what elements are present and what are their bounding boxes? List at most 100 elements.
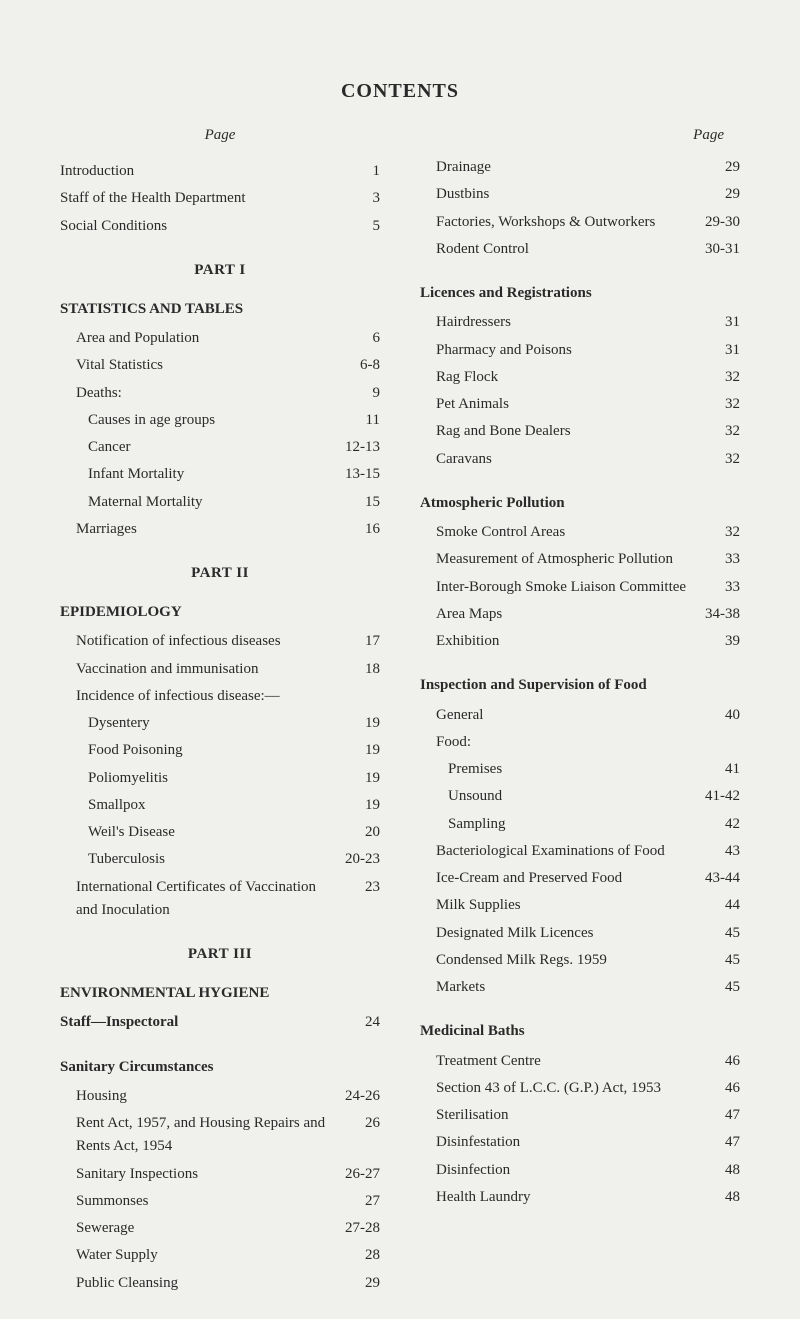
toc-label: Ice-Cream and Preserved Food bbox=[420, 867, 699, 890]
toc-page: 18 bbox=[340, 658, 380, 681]
toc-row: Factories, Workshops & Outworkers29-30 bbox=[420, 209, 740, 236]
toc-label: Smallpox bbox=[60, 794, 340, 817]
toc-label: Dysentery bbox=[60, 712, 340, 735]
toc-label: Housing bbox=[60, 1085, 339, 1108]
toc-row: Designated Milk Licences45 bbox=[420, 920, 740, 947]
toc-row: Smoke Control Areas32 bbox=[420, 519, 740, 546]
toc-label: Rag and Bone Dealers bbox=[420, 420, 700, 443]
toc-page: 33 bbox=[700, 548, 740, 571]
toc-page: 20 bbox=[340, 821, 380, 844]
toc-label: Area and Population bbox=[60, 327, 340, 350]
inspection-heading: Inspection and Supervision of Food bbox=[420, 675, 740, 695]
toc-row: Exhibition39 bbox=[420, 628, 740, 655]
toc-row: Food Poisoning19 bbox=[60, 737, 380, 764]
toc-label: Factories, Workshops & Outworkers bbox=[420, 211, 699, 234]
toc-label: Caravans bbox=[420, 448, 700, 471]
toc-label: Weil's Disease bbox=[60, 821, 340, 844]
toc-page: 41 bbox=[700, 758, 740, 781]
toc-label: Food: bbox=[420, 731, 740, 754]
atmos-heading: Atmospheric Pollution bbox=[420, 493, 740, 513]
atmos-rows: Smoke Control Areas32Measurement of Atmo… bbox=[420, 519, 740, 655]
toc-page: 20-23 bbox=[339, 848, 380, 871]
toc-page: 19 bbox=[340, 794, 380, 817]
toc-row: Rodent Control30-31 bbox=[420, 236, 740, 263]
toc-label: Water Supply bbox=[60, 1244, 340, 1267]
toc-row: Food: bbox=[420, 729, 740, 756]
toc-row: Smallpox19 bbox=[60, 792, 380, 819]
toc-row: Bacteriological Examinations of Food43 bbox=[420, 838, 740, 865]
toc-label: Unsound bbox=[420, 785, 699, 808]
toc-row: Summonses27 bbox=[60, 1188, 380, 1215]
toc-page: 9 bbox=[340, 382, 380, 405]
toc-row: Disinfection48 bbox=[420, 1157, 740, 1184]
toc-page: 44 bbox=[700, 894, 740, 917]
toc-row: Condensed Milk Regs. 195945 bbox=[420, 947, 740, 974]
toc-row: Measurement of Atmospheric Pollution33 bbox=[420, 546, 740, 573]
toc-page: 43-44 bbox=[699, 867, 740, 890]
toc-page: 29 bbox=[700, 183, 740, 206]
toc-row: Dustbins29 bbox=[420, 181, 740, 208]
part3-title: PART III bbox=[60, 946, 380, 963]
toc-label: Designated Milk Licences bbox=[420, 922, 700, 945]
toc-page: 31 bbox=[700, 311, 740, 334]
toc-page: 1 bbox=[340, 160, 380, 183]
toc-row: Sterilisation47 bbox=[420, 1102, 740, 1129]
toc-page: 45 bbox=[700, 976, 740, 999]
toc-label: Introduction bbox=[60, 160, 340, 183]
toc-label: Public Cleansing bbox=[60, 1272, 340, 1295]
toc-row: Sanitary Inspections26-27 bbox=[60, 1161, 380, 1188]
toc-label: Pharmacy and Poisons bbox=[420, 339, 700, 362]
toc-page: 19 bbox=[340, 739, 380, 762]
toc-row: Ice-Cream and Preserved Food43-44 bbox=[420, 865, 740, 892]
content-columns: Page Introduction1Staff of the Health De… bbox=[60, 127, 740, 1297]
toc-page: 12-13 bbox=[339, 436, 380, 459]
part1-title: PART I bbox=[60, 262, 380, 279]
toc-row: Infant Mortality13-15 bbox=[60, 461, 380, 488]
toc-page: 11 bbox=[340, 409, 380, 432]
toc-row: Treatment Centre46 bbox=[420, 1048, 740, 1075]
toc-row: Hairdressers31 bbox=[420, 309, 740, 336]
part1-heading: STATISTICS AND TABLES bbox=[60, 299, 380, 319]
medicinal-heading: Medicinal Baths bbox=[420, 1021, 740, 1041]
toc-page: 32 bbox=[700, 420, 740, 443]
toc-label: Milk Supplies bbox=[420, 894, 700, 917]
part1-rows: Area and Population6Vital Statistics6-8D… bbox=[60, 325, 380, 543]
toc-label: Premises bbox=[420, 758, 700, 781]
intro-rows: Introduction1Staff of the Health Departm… bbox=[60, 158, 380, 240]
toc-page: 39 bbox=[700, 630, 740, 653]
toc-label: International Certificates of Vaccinatio… bbox=[60, 876, 340, 923]
toc-label: Condensed Milk Regs. 1959 bbox=[420, 949, 700, 972]
licences-rows: Hairdressers31Pharmacy and Poisons31Rag … bbox=[420, 309, 740, 473]
toc-row: Water Supply28 bbox=[60, 1242, 380, 1269]
toc-label: Vaccination and immunisation bbox=[60, 658, 340, 681]
toc-row: Causes in age groups11 bbox=[60, 407, 380, 434]
toc-label: Sterilisation bbox=[420, 1104, 700, 1127]
part2-heading: EPIDEMIOLOGY bbox=[60, 602, 380, 622]
right-column: Page Drainage29Dustbins29Factories, Work… bbox=[420, 127, 740, 1297]
toc-row: Social Conditions5 bbox=[60, 213, 380, 240]
toc-label: Disinfection bbox=[420, 1159, 700, 1182]
toc-page: 23 bbox=[340, 876, 380, 899]
toc-label: Maternal Mortality bbox=[60, 491, 340, 514]
toc-label: Rag Flock bbox=[420, 366, 700, 389]
toc-row: Public Cleansing29 bbox=[60, 1270, 380, 1297]
toc-row: Drainage29 bbox=[420, 154, 740, 181]
toc-label: Sewerage bbox=[60, 1217, 339, 1240]
toc-label: Treatment Centre bbox=[420, 1050, 700, 1073]
toc-page: 15 bbox=[340, 491, 380, 514]
right-first-rows: Drainage29Dustbins29Factories, Workshops… bbox=[420, 154, 740, 263]
toc-page: 27-28 bbox=[339, 1217, 380, 1240]
toc-label: Inter-Borough Smoke Liaison Committee bbox=[420, 576, 700, 599]
toc-label: Causes in age groups bbox=[60, 409, 340, 432]
toc-row: Rag and Bone Dealers32 bbox=[420, 418, 740, 445]
toc-row: Pharmacy and Poisons31 bbox=[420, 337, 740, 364]
toc-label: Incidence of infectious disease:— bbox=[60, 685, 380, 708]
toc-page: 26 bbox=[340, 1112, 380, 1135]
toc-label: Vital Statistics bbox=[60, 354, 340, 377]
toc-label: Drainage bbox=[420, 156, 700, 179]
toc-label: Rent Act, 1957, and Housing Repairs and … bbox=[60, 1112, 340, 1159]
staff-row: Staff—Inspectoral 24 bbox=[60, 1009, 380, 1036]
toc-page: 33 bbox=[700, 576, 740, 599]
toc-row: International Certificates of Vaccinatio… bbox=[60, 874, 380, 925]
toc-page: 46 bbox=[700, 1077, 740, 1100]
